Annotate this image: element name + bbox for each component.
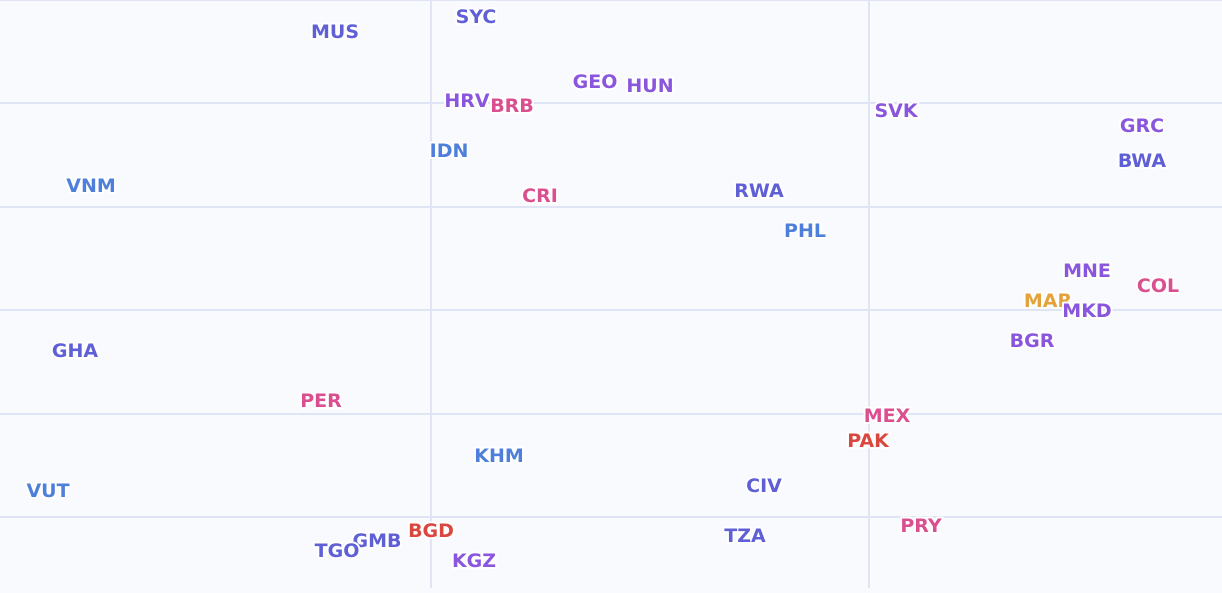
point-label-kgz: KGZ	[452, 550, 496, 572]
point-label-phl: PHL	[784, 220, 826, 242]
point-label-bgr: BGR	[1010, 330, 1055, 352]
point-label-hrv: HRV	[444, 90, 490, 112]
point-label-vnm: VNM	[66, 175, 116, 197]
point-label-svk: SVK	[874, 100, 918, 122]
point-label-khm: KHM	[474, 445, 524, 467]
point-label-civ: CIV	[746, 475, 782, 497]
point-label-pry: PRY	[900, 515, 942, 537]
point-label-gha: GHA	[52, 340, 98, 362]
point-label-tza: TZA	[724, 525, 766, 547]
point-label-bgd: BGD	[408, 520, 454, 542]
point-label-syc: SYC	[456, 6, 497, 28]
point-label-idn: IDN	[430, 140, 469, 162]
point-label-tgo: TGO	[315, 540, 360, 562]
point-label-per: PER	[300, 390, 342, 412]
data-labels: SYC MUS GEO HUN HRV BRB SVK GRC IDN BWA VNM RWA CRI P…	[24, 4, 1181, 574]
point-label-mus: MUS	[311, 21, 359, 43]
point-label-geo: GEO	[573, 71, 618, 93]
point-label-mar: MAR	[1024, 290, 1073, 312]
point-label-bwa: BWA	[1118, 150, 1167, 172]
point-label-col: COL	[1137, 275, 1179, 297]
point-label-mkd: MKD	[1062, 300, 1111, 322]
point-label-cri: CRI	[522, 185, 558, 207]
point-label-grc: GRC	[1120, 115, 1164, 137]
point-label-rwa: RWA	[734, 180, 784, 202]
point-label-brb: BRB	[490, 95, 534, 117]
point-label-pak: PAK	[847, 430, 890, 452]
point-label-mex: MEX	[864, 405, 911, 427]
point-label-hun: HUN	[626, 75, 673, 97]
point-label-gmb: GMB	[353, 530, 402, 552]
point-label-vut: VUT	[26, 480, 69, 502]
point-label-mne: MNE	[1063, 260, 1111, 282]
